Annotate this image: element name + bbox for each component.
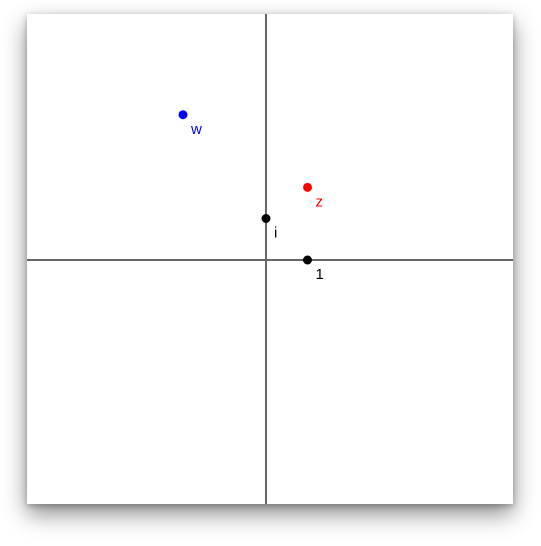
point-z[interactable] (303, 182, 312, 192)
complex-plane-window: w z i 1 (27, 14, 513, 504)
point-label-i: i (274, 225, 277, 242)
points-layer: w z i 1 (178, 110, 324, 283)
point-label-z: z (316, 193, 324, 210)
point-label-w: w (190, 121, 202, 138)
point-one[interactable] (303, 255, 312, 265)
complex-plane: w z i 1 (27, 14, 513, 504)
point-label-one: 1 (316, 266, 324, 283)
point-w[interactable] (178, 110, 188, 120)
point-i[interactable] (261, 214, 271, 223)
